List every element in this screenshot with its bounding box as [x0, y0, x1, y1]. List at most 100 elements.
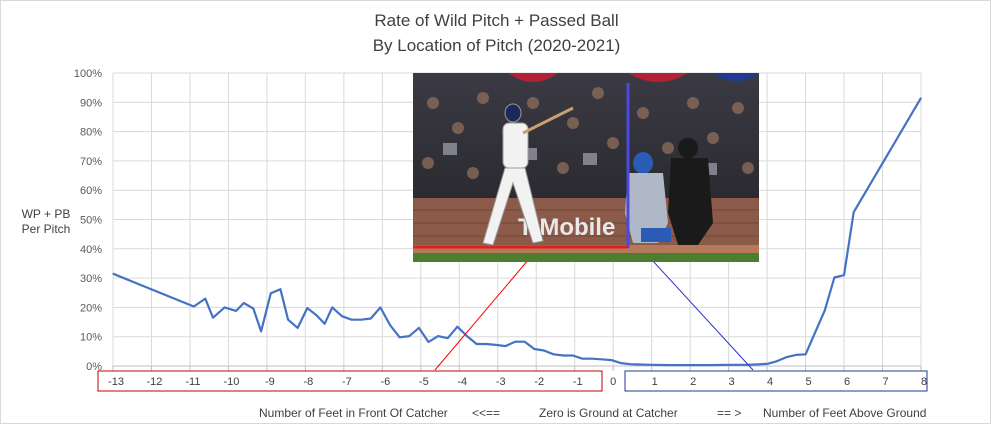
- y-tick-label: 20%: [80, 302, 102, 314]
- front-of-catcher-box: [97, 370, 603, 392]
- data-point: [524, 341, 526, 343]
- data-point: [360, 319, 362, 321]
- x-tick-label: -6: [380, 376, 390, 388]
- data-point: [193, 305, 195, 308]
- data-point: [552, 353, 555, 355]
- data-point: [776, 360, 778, 362]
- axis-layer: 0%10%20%30%40%50%60%70%80%90%100%-13 -12-…: [74, 68, 927, 388]
- data-point: [427, 341, 430, 343]
- y-tick-label: 40%: [80, 244, 102, 256]
- x-tick-label: -4: [457, 376, 467, 388]
- data-point: [639, 363, 641, 366]
- data-point: [610, 359, 612, 361]
- data-point: [399, 336, 401, 338]
- x-tick-label: -11: [185, 376, 200, 388]
- x-tick-label: 4: [767, 376, 773, 388]
- y-tick-label: 10%: [80, 332, 102, 344]
- data-point: [297, 327, 299, 329]
- data-point: [795, 354, 797, 356]
- right-axis-note: Number of Feet Above Ground: [763, 406, 927, 420]
- data-point: [804, 353, 807, 355]
- data-point: [833, 276, 836, 279]
- x-tick-label: 6: [844, 376, 850, 388]
- data-point: [279, 288, 281, 290]
- data-point: [843, 274, 845, 276]
- data-point: [629, 363, 632, 365]
- data-point: [418, 327, 420, 329]
- data-point: [708, 364, 710, 366]
- y-axis-label: WP + PB Per Pitch: [21, 207, 71, 236]
- left-arrow-note: <<==: [472, 406, 501, 420]
- annotation-layer: [97, 247, 928, 392]
- data-point: [651, 364, 653, 366]
- data-point: [853, 211, 855, 213]
- x-tick-label: -13: [108, 376, 124, 388]
- x-tick-label: -10: [223, 376, 239, 388]
- data-point: [514, 341, 516, 343]
- data-point: [287, 319, 289, 321]
- x-tick-label: -7: [342, 376, 352, 388]
- data-point: [620, 362, 622, 364]
- y-tick-label: 80%: [80, 127, 102, 139]
- data-point: [437, 335, 439, 337]
- x-tick-label: -2: [534, 376, 544, 388]
- data-point: [504, 345, 507, 347]
- x-tick-label: -3: [496, 376, 506, 388]
- data-point: [689, 364, 691, 366]
- baseball-photo-inset: T Mobile: [413, 73, 759, 262]
- data-point: [824, 309, 826, 311]
- data-point: [350, 319, 353, 321]
- data-point: [331, 306, 333, 308]
- data-point: [235, 310, 237, 312]
- baseball-photo-drawing: T Mobile: [413, 73, 759, 262]
- data-point: [466, 335, 468, 337]
- x-tick-label: 8: [921, 376, 927, 388]
- data-point: [766, 363, 768, 365]
- x-tick-label: 1: [652, 376, 658, 388]
- x-tick-label: -5: [419, 376, 429, 388]
- above-ground-box: [624, 370, 928, 392]
- blue-connector-line: [640, 247, 754, 371]
- y-tick-label: 50%: [80, 215, 102, 227]
- data-point: [260, 330, 262, 333]
- data-point: [252, 307, 255, 310]
- x-tick-label: 0: [610, 376, 616, 388]
- x-tick-label: 7: [882, 376, 888, 388]
- y-tick-label: 0%: [86, 361, 102, 373]
- data-point: [485, 343, 487, 345]
- data-point: [316, 315, 318, 317]
- data-point: [112, 273, 114, 275]
- left-axis-note: Number of Feet in Front Of Catcher: [259, 406, 448, 420]
- data-point: [306, 307, 308, 309]
- data-point: [670, 364, 672, 366]
- right-arrow-note: == >: [717, 406, 742, 420]
- data-point: [324, 323, 326, 325]
- data-point: [447, 337, 449, 339]
- data-point: [814, 331, 816, 333]
- data-point: [591, 358, 593, 360]
- data-point: [243, 302, 245, 304]
- x-tick-label: -1: [573, 376, 583, 388]
- chart-title: Rate of Wild Pitch + Passed Ball: [374, 11, 619, 30]
- center-note: Zero is Ground at Catcher: [539, 406, 678, 420]
- chart-subtitle: By Location of Pitch (2020-2021): [372, 36, 621, 55]
- data-point: [543, 349, 545, 352]
- data-point: [728, 364, 730, 366]
- series-line-0: [112, 97, 922, 367]
- y-tick-label: 100%: [74, 68, 102, 80]
- x-tick-label: 2: [690, 376, 696, 388]
- data-point: [572, 354, 574, 357]
- data-point: [476, 343, 478, 345]
- y-tick-label: 30%: [80, 273, 102, 285]
- y-tick-label: 70%: [80, 156, 102, 168]
- data-point: [341, 315, 343, 317]
- data-point: [601, 358, 603, 360]
- series-layer: [112, 97, 922, 367]
- data-point: [495, 344, 497, 346]
- x-tick-label: -8: [303, 376, 313, 388]
- x-tick-label: 3: [729, 376, 735, 388]
- x-tick-label: 5: [806, 376, 812, 388]
- data-point: [204, 298, 206, 300]
